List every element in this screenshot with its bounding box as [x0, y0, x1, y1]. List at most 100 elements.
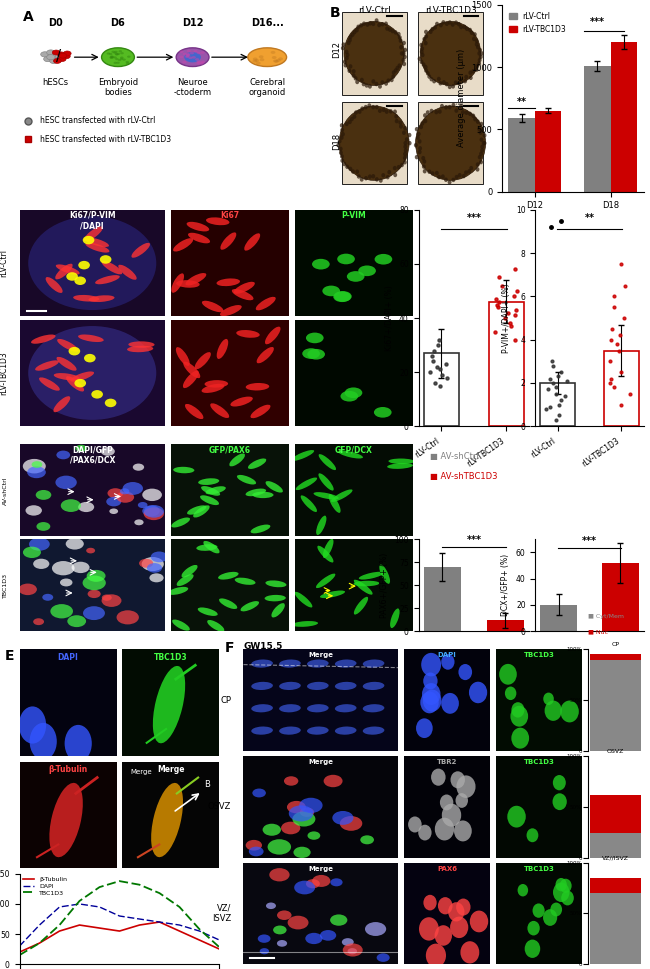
Circle shape [371, 21, 375, 26]
DAPI [176, 920, 183, 931]
Ellipse shape [219, 599, 237, 609]
Text: rLV-Ctrl: rLV-Ctrl [358, 6, 391, 15]
Circle shape [360, 107, 364, 110]
Ellipse shape [248, 458, 266, 469]
Circle shape [445, 82, 448, 86]
Circle shape [439, 23, 443, 27]
Circle shape [201, 51, 205, 54]
Circle shape [287, 916, 309, 929]
Ellipse shape [415, 106, 486, 180]
Circle shape [422, 690, 441, 711]
Text: TBC1D3: TBC1D3 [523, 759, 554, 766]
Circle shape [83, 235, 94, 244]
DAPI [116, 910, 124, 922]
Bar [610, 43, 637, 192]
Text: Merge: Merge [130, 769, 152, 775]
Ellipse shape [216, 339, 228, 359]
Y-axis label: PAX6+/GFP+ (%): PAX6+/GFP+ (%) [380, 552, 389, 618]
Circle shape [259, 58, 265, 61]
Circle shape [441, 693, 459, 714]
Circle shape [360, 835, 374, 844]
Circle shape [110, 56, 113, 59]
Circle shape [380, 22, 384, 26]
Circle shape [456, 794, 468, 808]
Circle shape [399, 45, 403, 49]
Circle shape [420, 47, 424, 50]
Ellipse shape [317, 546, 333, 563]
Circle shape [422, 169, 426, 173]
Circle shape [423, 113, 427, 117]
Circle shape [105, 398, 116, 407]
Circle shape [352, 69, 356, 74]
Text: ■ AV-shTBC1D3: ■ AV-shTBC1D3 [430, 472, 497, 481]
Ellipse shape [421, 21, 480, 85]
Circle shape [478, 58, 482, 62]
DAPI [216, 934, 224, 946]
Ellipse shape [84, 227, 103, 241]
Bar [590, 795, 641, 858]
Ellipse shape [333, 292, 351, 302]
Circle shape [553, 775, 566, 791]
Ellipse shape [234, 282, 255, 294]
Ellipse shape [246, 488, 266, 496]
Circle shape [414, 142, 418, 147]
Circle shape [403, 160, 407, 165]
Circle shape [91, 391, 103, 398]
Circle shape [312, 875, 330, 887]
Ellipse shape [151, 783, 183, 858]
Circle shape [114, 62, 117, 64]
Circle shape [451, 22, 455, 27]
Circle shape [270, 51, 276, 54]
Circle shape [378, 109, 382, 113]
Ellipse shape [203, 541, 220, 553]
Circle shape [468, 28, 472, 32]
β-Tubulin [136, 920, 144, 931]
Circle shape [78, 502, 94, 512]
Circle shape [193, 50, 198, 52]
Circle shape [458, 664, 472, 680]
Circle shape [269, 868, 290, 882]
Circle shape [362, 21, 366, 26]
Circle shape [380, 80, 384, 84]
Circle shape [478, 47, 482, 52]
Circle shape [444, 177, 448, 182]
Circle shape [426, 944, 446, 967]
Ellipse shape [335, 727, 356, 735]
Circle shape [430, 109, 434, 113]
Text: ■ AV-shCtrl: ■ AV-shCtrl [430, 452, 478, 460]
Circle shape [419, 125, 423, 129]
Circle shape [62, 54, 70, 59]
Circle shape [386, 78, 390, 83]
Ellipse shape [251, 524, 270, 533]
Circle shape [418, 56, 422, 61]
Circle shape [371, 79, 375, 83]
Line: TBC1D3: TBC1D3 [20, 881, 220, 955]
Circle shape [525, 940, 540, 958]
Circle shape [278, 57, 283, 60]
Ellipse shape [176, 47, 209, 67]
Ellipse shape [202, 384, 224, 393]
Ellipse shape [240, 601, 259, 611]
Circle shape [507, 806, 526, 828]
Ellipse shape [193, 505, 210, 517]
Circle shape [474, 42, 478, 47]
Circle shape [469, 71, 473, 75]
Circle shape [408, 141, 411, 145]
Ellipse shape [220, 233, 237, 250]
Circle shape [444, 105, 448, 109]
Ellipse shape [252, 727, 273, 735]
Text: ***: *** [582, 537, 597, 547]
Circle shape [284, 776, 298, 786]
Circle shape [371, 174, 375, 178]
Circle shape [435, 171, 439, 175]
Circle shape [83, 607, 105, 620]
Bar [418, 13, 483, 95]
Circle shape [454, 80, 458, 85]
Text: **: ** [517, 97, 527, 107]
Circle shape [109, 53, 112, 55]
DAPI [36, 920, 44, 931]
Circle shape [133, 463, 144, 471]
Circle shape [418, 146, 422, 150]
Circle shape [68, 347, 80, 356]
Circle shape [50, 604, 73, 618]
